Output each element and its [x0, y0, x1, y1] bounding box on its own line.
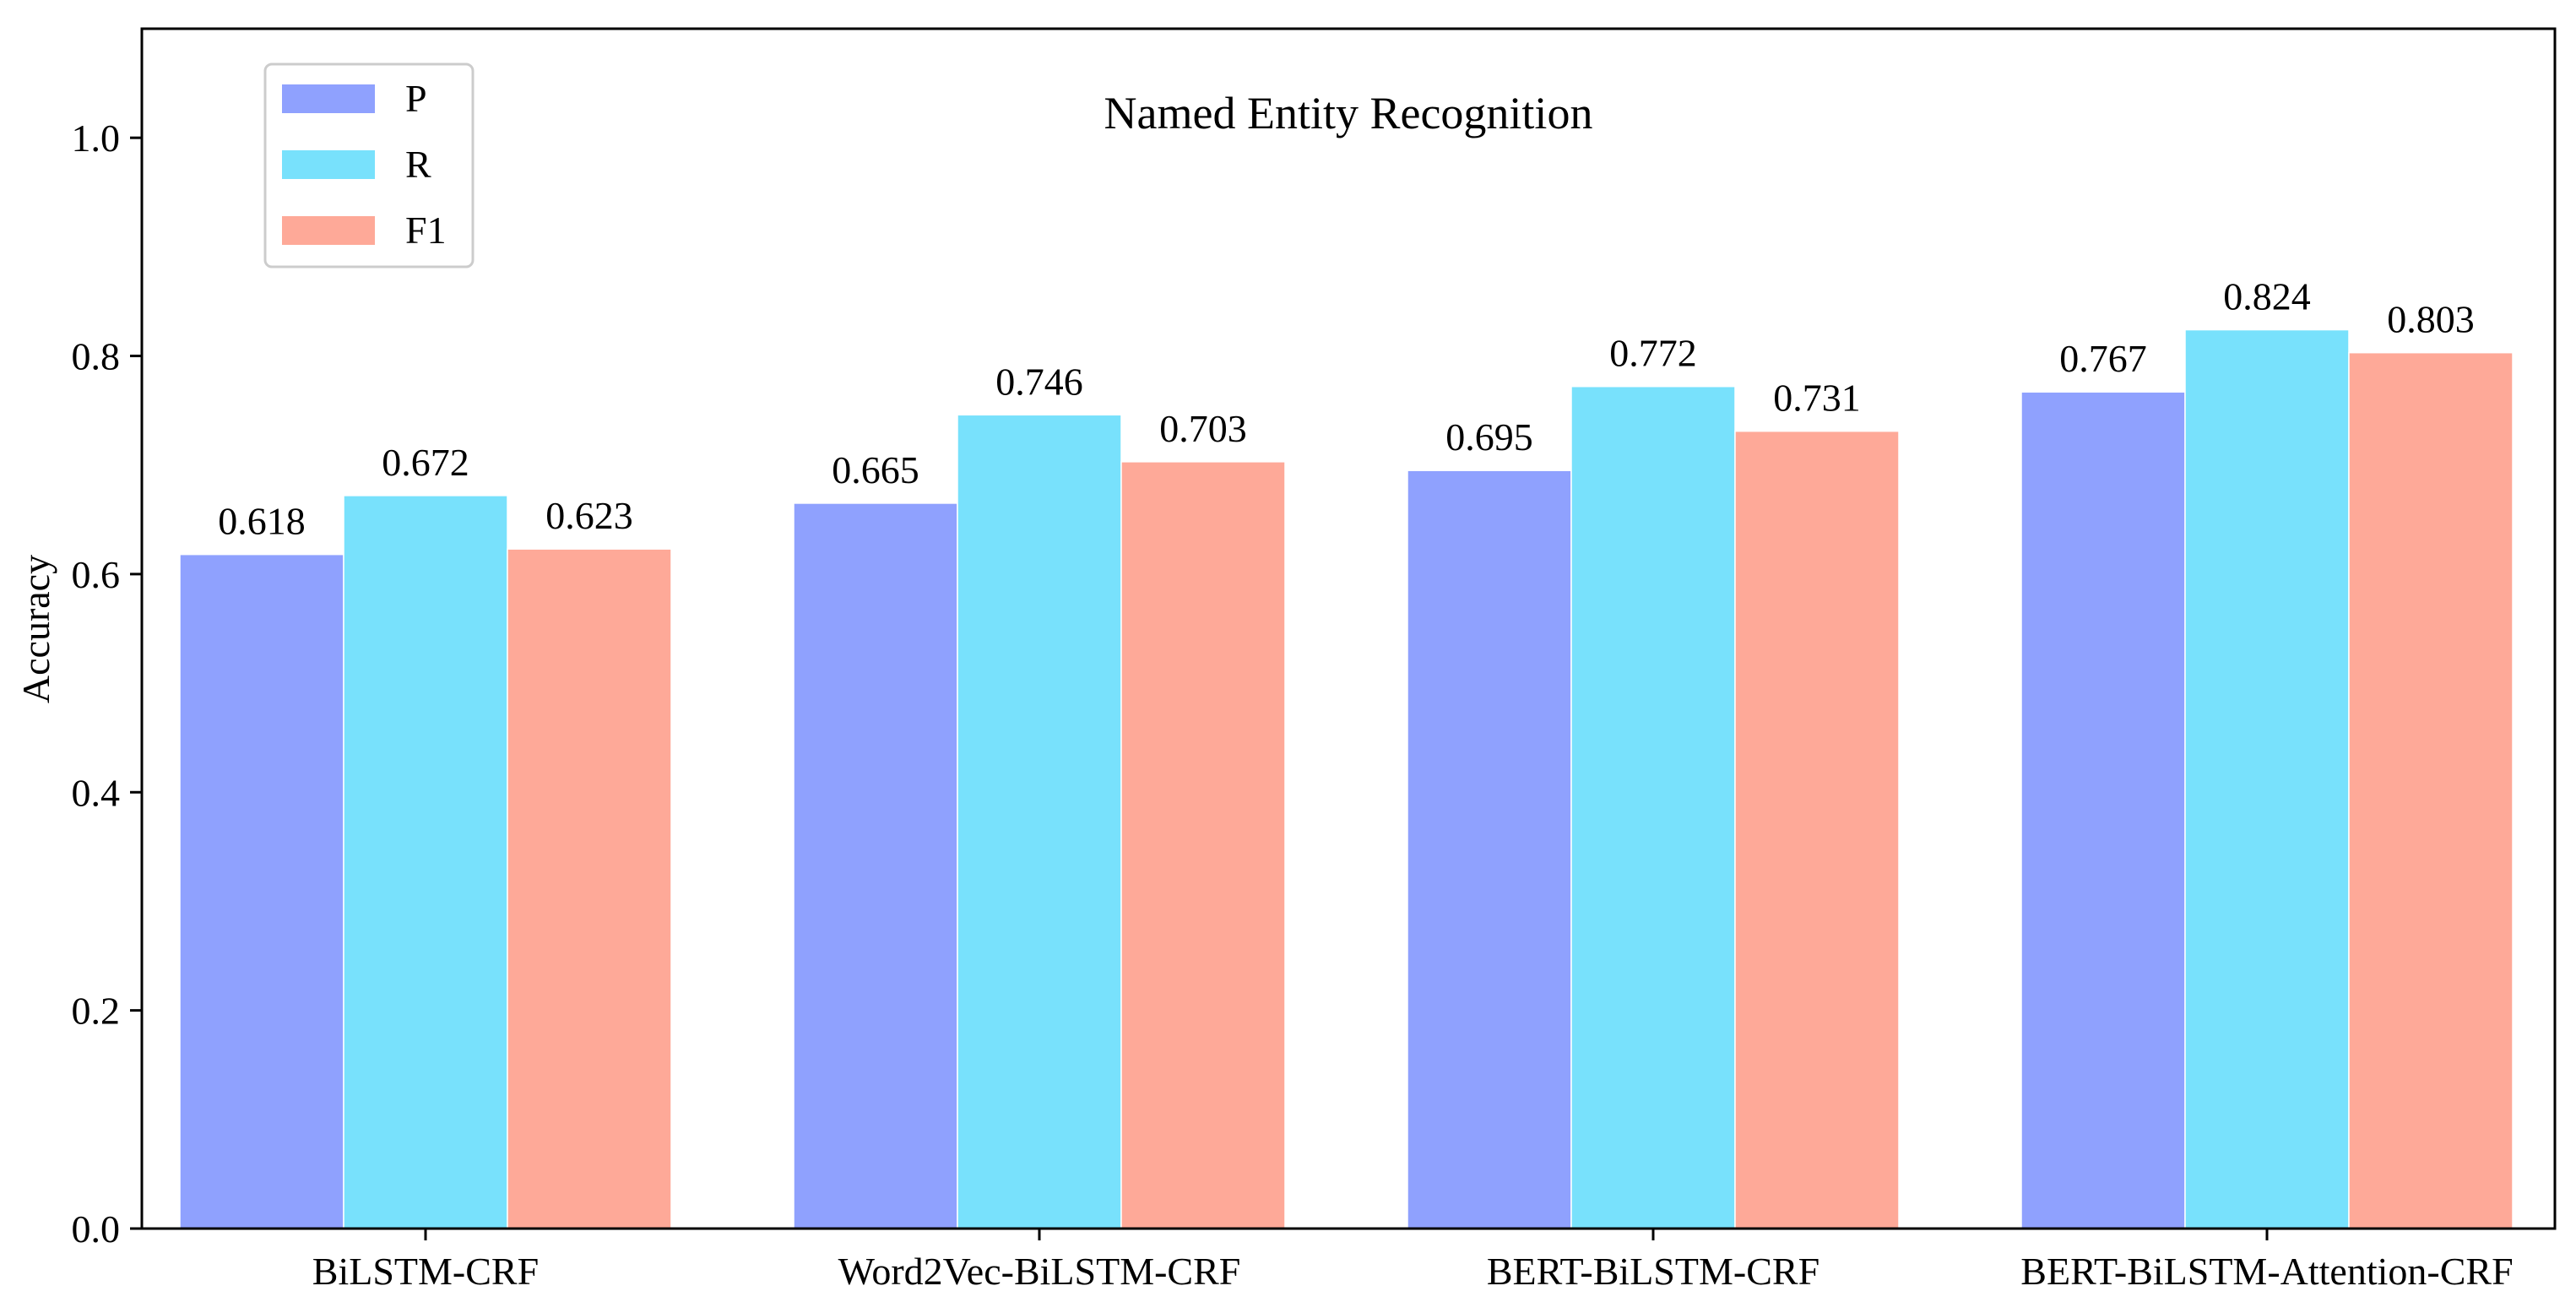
y-axis: 0.0 0.2 0.4 0.6 0.8 1.0: [72, 117, 142, 1251]
bar-r-bert-bilstm-attention-crf: [2184, 328, 2350, 1229]
bars-layer: [179, 328, 2514, 1229]
y-tick-label: 0.4: [72, 771, 121, 814]
legend: PR F1: [263, 62, 475, 269]
data-label-r-word2vec-bilstm-crf: 0.746: [995, 360, 1083, 403]
bar-f1-word2vec-bilstm-crf: [1120, 461, 1286, 1229]
legend-entries: PR F1: [282, 77, 447, 252]
bar-p-bilstm-crf: [179, 553, 344, 1229]
legend-swatch-r: [282, 150, 375, 179]
bar-f1-bert-bilstm-crf: [1734, 430, 1900, 1229]
legend-swatch-f1: [282, 216, 375, 245]
data-label-f1-bert-bilstm-attention-crf: 0.803: [2387, 298, 2475, 341]
bar-r-word2vec-bilstm-crf: [957, 414, 1122, 1229]
y-tick-label: 0.2: [72, 990, 121, 1033]
x-tick-label-bilstm-crf: BiLSTM-CRF: [312, 1250, 539, 1293]
bar-p-word2vec-bilstm-crf: [793, 502, 958, 1229]
y-tick-label: 0.0: [72, 1207, 121, 1251]
y-tick-label: 0.6: [72, 553, 121, 596]
data-label-p-bert-bilstm-crf: 0.695: [1445, 415, 1533, 458]
chart-title: Named Entity Recognition: [1104, 88, 1593, 138]
y-axis-title: Accuracy: [14, 555, 57, 703]
data-label-f1-bert-bilstm-crf: 0.731: [1773, 377, 1861, 420]
data-label-f1-bilstm-crf: 0.623: [545, 494, 633, 537]
legend-label-f1: F1: [405, 209, 447, 252]
x-tick-label-bert-bilstm-attention-crf: BERT-BiLSTM-Attention-CRF: [2020, 1250, 2513, 1293]
data-label-r-bert-bilstm-attention-crf: 0.824: [2223, 275, 2311, 318]
y-tick-label: 1.0: [72, 117, 121, 160]
legend-swatch-p: [282, 84, 375, 113]
data-label-p-bilstm-crf: 0.618: [218, 500, 306, 543]
y-tick-label: 0.8: [72, 335, 121, 378]
data-labels-layer: 0.618 0.672 0.623 0.665 0.746 0.703 0.695 0.772…: [218, 275, 2475, 543]
data-label-r-bert-bilstm-crf: 0.772: [1609, 332, 1697, 375]
bar-f1-bilstm-crf: [507, 548, 672, 1229]
legend-label-r: R: [405, 143, 431, 186]
bar-p-bert-bilstm-crf: [1407, 469, 1572, 1229]
data-label-f1-word2vec-bilstm-crf: 0.703: [1159, 407, 1247, 450]
bar-r-bilstm-crf: [343, 495, 508, 1229]
data-label-p-bert-bilstm-attention-crf: 0.767: [2059, 337, 2147, 380]
data-label-p-word2vec-bilstm-crf: 0.665: [832, 448, 919, 491]
x-tick-label-word2vec-bilstm-crf: Word2Vec-BiLSTM-CRF: [838, 1250, 1241, 1293]
data-label-r-bilstm-crf: 0.672: [382, 441, 469, 484]
x-axis: BiLSTM-CRF Word2Vec-BiLSTM-CRF BERT-BiLSTM…: [312, 1229, 2514, 1293]
plot-frame: [140, 27, 2557, 1230]
bar-r-bert-bilstm-crf: [1570, 385, 1736, 1229]
bar-p-bert-bilstm-attention-crf: [2020, 391, 2186, 1229]
bar-f1-bert-bilstm-attention-crf: [2348, 351, 2514, 1229]
legend-label-p: P: [405, 77, 427, 120]
x-tick-label-bert-bilstm-crf: BERT-BiLSTM-CRF: [1487, 1250, 1819, 1293]
